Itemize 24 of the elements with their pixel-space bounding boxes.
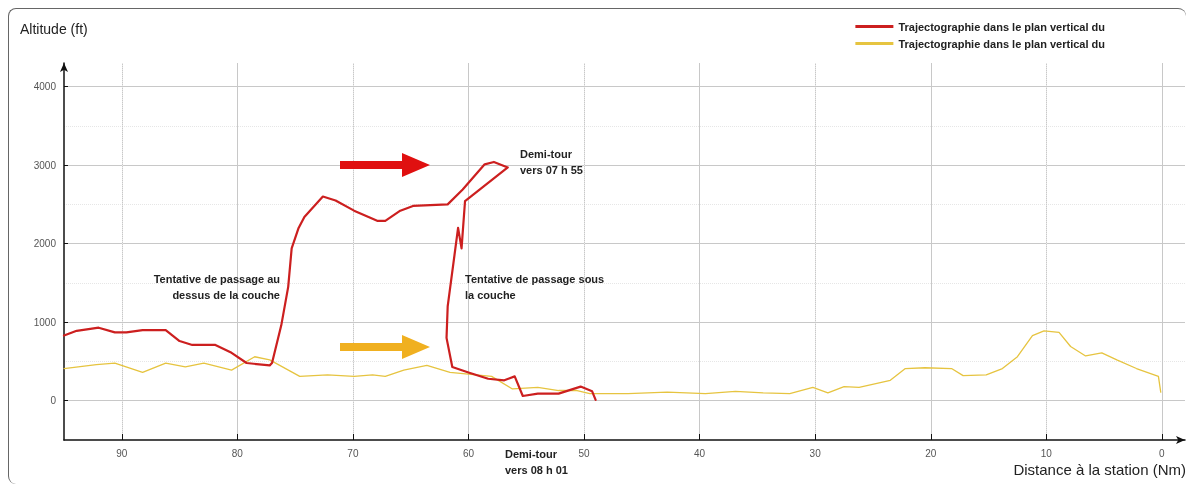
x-tick-label: 80 — [231, 447, 244, 459]
annotation: Demi-tour vers 07 h 55 — [520, 148, 583, 176]
x-tick-label: 30 — [809, 447, 822, 459]
x-tick-label: 20 — [925, 447, 937, 459]
annotation: Tentative de passage sous la couche — [465, 273, 605, 301]
x-tick-label: 70 — [347, 447, 359, 459]
text: Demi-tour vers 08 h 01 — [505, 448, 568, 476]
annotation: Tentative de passage au dessus de la couche — [153, 273, 280, 301]
y-axis-title: Altitude (ft) — [20, 21, 88, 37]
y-tick-label: 1000 — [33, 316, 57, 328]
legend-label: Trajectographie dans le plan vertical du — [898, 20, 1105, 33]
x-tick-label: 0 — [1159, 447, 1166, 459]
x-tick-label: 90 — [116, 447, 128, 459]
y-tick-label: 4000 — [33, 81, 57, 93]
x-tick-label: 40 — [694, 447, 706, 459]
x-tick-label: 10 — [1040, 447, 1053, 459]
y-tick-label: 2000 — [33, 238, 57, 250]
y-tick-label: 0 — [50, 395, 57, 407]
x-tick-label: 60 — [462, 447, 475, 459]
line-series — [63, 330, 1162, 395]
x-tick-label: 50 — [578, 447, 591, 459]
y-tick-label: 3000 — [33, 159, 57, 171]
x-axis-title: Distance à la station (Nm) — [1013, 461, 1186, 478]
legend-label: Trajectographie dans le plan vertical du — [898, 37, 1105, 50]
